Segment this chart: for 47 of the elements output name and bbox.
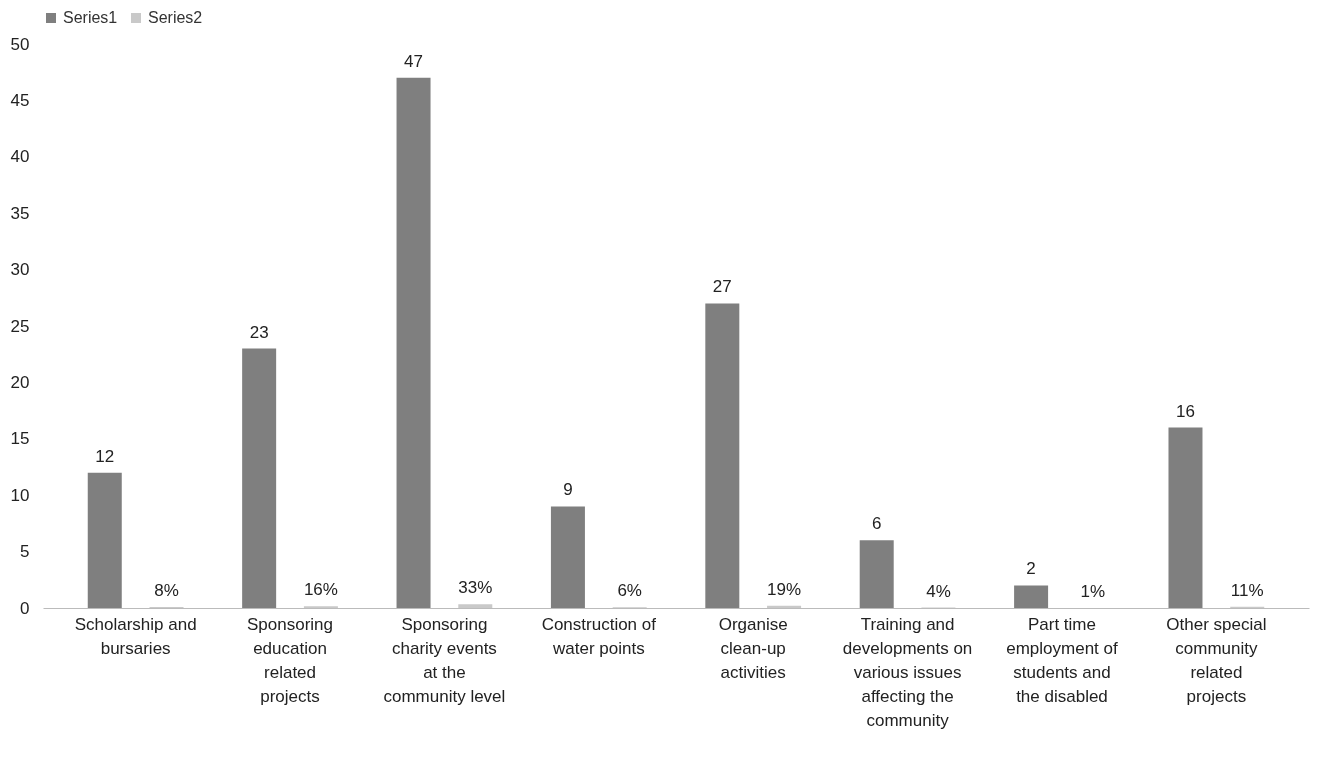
data-label: 1% [1080, 581, 1106, 601]
bar [1014, 585, 1049, 608]
bar [767, 605, 802, 608]
x-tick-label: Sponsoring charity events at the community level [383, 614, 506, 706]
bar [859, 540, 894, 608]
data-label: 47 [404, 51, 423, 71]
x-tick-label: Other special community related projects [1166, 614, 1267, 706]
x-tick-label: Training and developments on various issues affecting the community [842, 614, 973, 730]
data-label: 12 [95, 446, 115, 466]
bar [705, 303, 740, 608]
data-label: 16% [303, 580, 338, 600]
y-tick-label: 35 [10, 203, 30, 223]
data-label: 27 [712, 277, 732, 297]
data-label: 8% [154, 581, 179, 601]
x-tick-label: Scholarship and bursaries [74, 614, 197, 658]
bar [396, 77, 431, 608]
data-label: 9 [563, 480, 573, 500]
y-tick-label: 30 [10, 260, 30, 280]
x-tick-label: Construction of water points [541, 614, 657, 658]
data-label: 6% [617, 581, 642, 601]
x-tick-label: Part time employment of students and the disabled [1006, 614, 1118, 706]
data-label: 33% [458, 578, 493, 598]
data-label: 23 [249, 322, 269, 342]
y-tick-label: 25 [10, 316, 30, 336]
bar [87, 472, 122, 608]
data-label: 19% [767, 579, 802, 599]
y-tick-label: 10 [10, 485, 30, 505]
y-tick-label: 45 [10, 90, 30, 110]
y-tick-label: 5 [20, 542, 30, 562]
bar [458, 604, 493, 608]
data-label: 11% [1230, 580, 1264, 600]
data-label: 4% [926, 581, 951, 601]
y-tick-label: 20 [10, 372, 30, 392]
legend-label: Series1 [63, 9, 118, 26]
x-tick-label: Sponsoring education related projects [247, 614, 334, 706]
x-tick-label: Organise clean-up activities [718, 614, 788, 682]
y-tick-label: 50 [10, 34, 30, 54]
data-label: 6 [871, 514, 882, 534]
data-label: 16 [1176, 401, 1195, 421]
bar [242, 348, 277, 608]
y-tick-label: 40 [10, 147, 30, 167]
bar [1168, 427, 1203, 608]
y-tick-label: 0 [20, 598, 30, 618]
y-tick-label: 15 [10, 429, 30, 449]
legend-label: Series2 [148, 9, 203, 26]
bar [550, 506, 585, 608]
data-label: 2 [1026, 559, 1036, 579]
